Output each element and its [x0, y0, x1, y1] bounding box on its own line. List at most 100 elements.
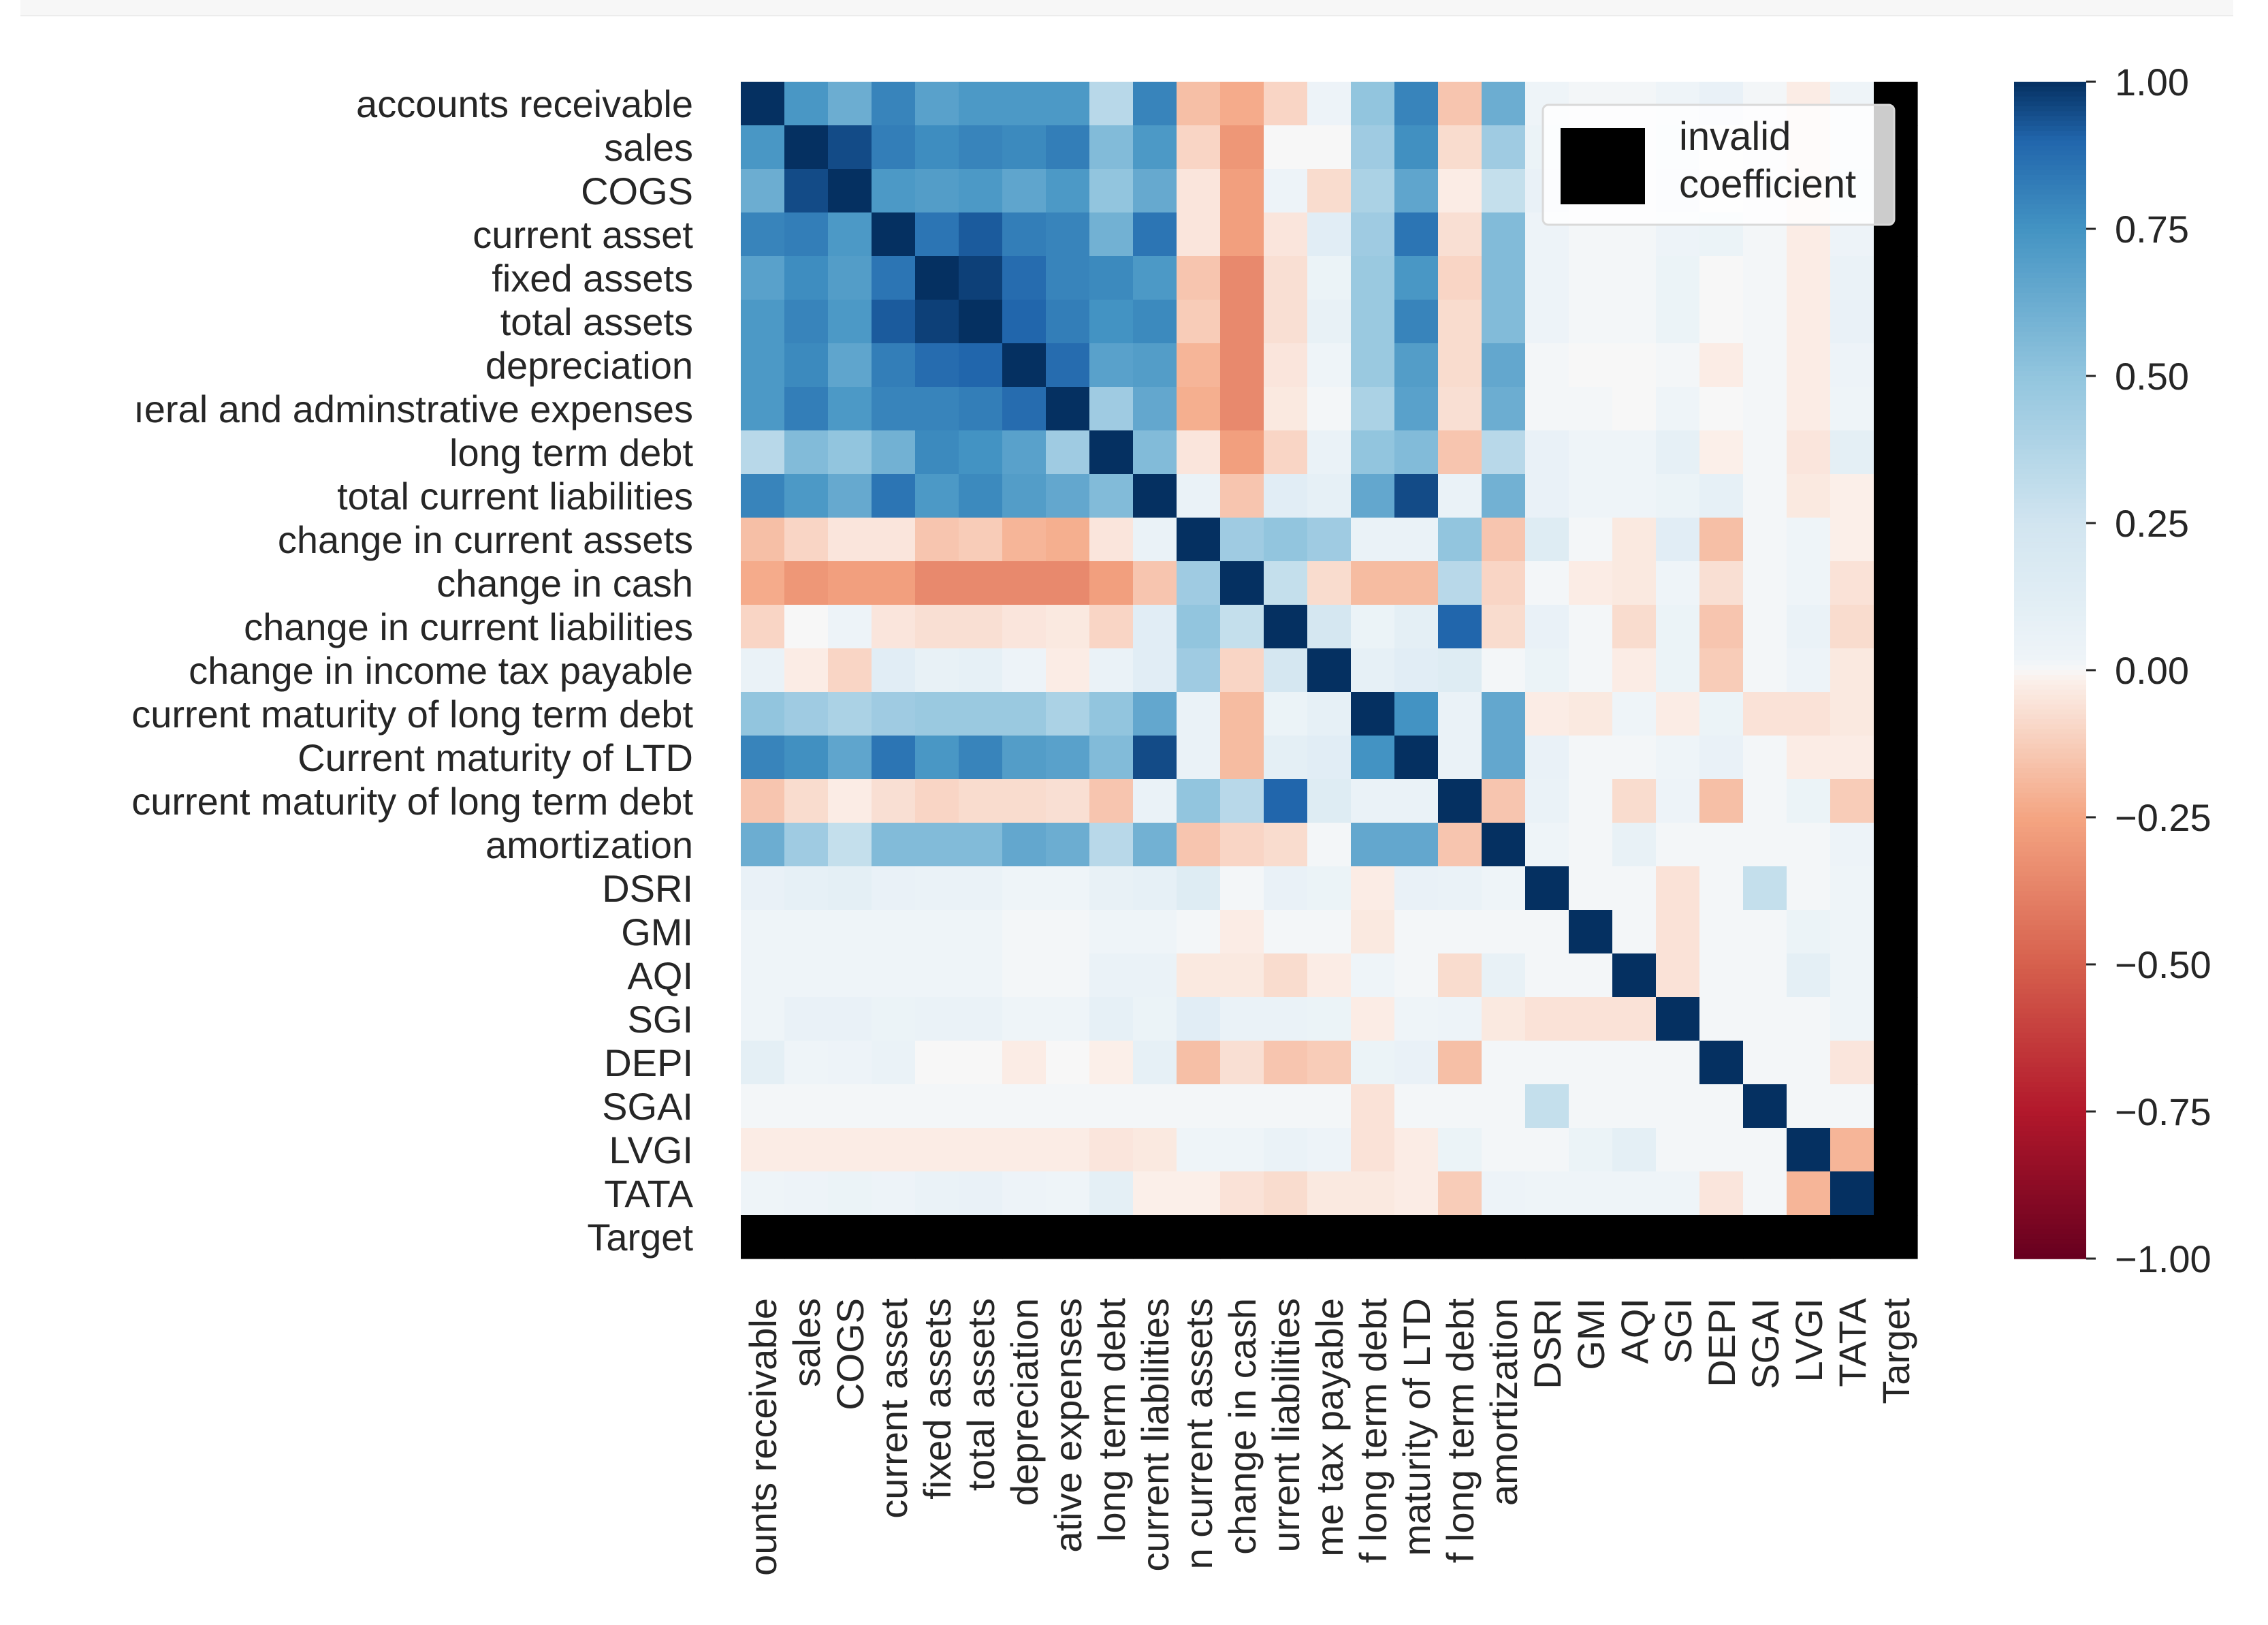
heatmap-cell	[1787, 474, 1831, 518]
colorbar-segment	[2014, 165, 2086, 171]
heatmap-cell	[1307, 779, 1352, 823]
heatmap-cell	[959, 343, 1003, 388]
colorbar-segment	[2014, 704, 2086, 710]
row-tick-label: SGAI	[602, 1085, 693, 1128]
heatmap-cell	[1394, 343, 1439, 388]
colorbar-segment	[2014, 405, 2086, 411]
heatmap-cell	[1699, 736, 1744, 780]
colorbar-segment	[2014, 1161, 2086, 1166]
heatmap-cell	[1830, 300, 1874, 344]
heatmap-cell	[1612, 300, 1657, 344]
colorbar-segment	[2014, 930, 2086, 936]
colorbar-segment	[2014, 665, 2086, 671]
colorbar-segment	[2014, 1121, 2086, 1127]
colorbar-segment	[2014, 591, 2086, 597]
heatmap-cell	[1438, 300, 1482, 344]
heatmap-cell	[872, 823, 916, 867]
colorbar-segment	[2014, 954, 2086, 960]
heatmap-cell	[1046, 343, 1090, 388]
heatmap-cell	[1656, 561, 1700, 605]
heatmap-cell	[1830, 823, 1874, 867]
colorbar-segment	[2014, 272, 2086, 279]
colorbar-segment	[2014, 1013, 2086, 1019]
heatmap-cell	[872, 169, 916, 213]
heatmap-cell	[1307, 300, 1352, 344]
heatmap-cell	[1482, 779, 1526, 823]
heatmap-cell	[1569, 779, 1613, 823]
heatmap-cell	[784, 823, 829, 867]
heatmap-cell	[1743, 256, 1787, 300]
heatmap-cell	[1438, 561, 1482, 605]
heatmap-cell	[1787, 343, 1831, 388]
heatmap-cell	[1830, 1041, 1874, 1085]
heatmap-cell	[1438, 1171, 1482, 1216]
heatmap-cell	[1525, 387, 1569, 431]
heatmap-cell	[1220, 1171, 1264, 1216]
heatmap-cell	[1220, 997, 1264, 1041]
colorbar-segment	[2014, 1214, 2086, 1220]
row-tick-label: current maturity of long term debt	[131, 780, 693, 823]
colorbar-segment	[2014, 787, 2086, 793]
heatmap-cell	[1830, 605, 1874, 649]
heatmap-cell	[828, 736, 872, 780]
heatmap-cell	[1743, 474, 1787, 518]
heatmap-cell	[915, 125, 959, 170]
heatmap-cell	[1612, 736, 1657, 780]
colorbar-segment	[2014, 577, 2086, 583]
heatmap-cell	[1046, 82, 1090, 126]
colorbar-segment	[2014, 1003, 2086, 1009]
col-tick-label: COGS	[829, 1298, 872, 1410]
heatmap-cell	[915, 561, 959, 605]
colorbar-segment	[2014, 763, 2086, 769]
row-tick-label: current asset	[473, 213, 693, 256]
heatmap-cell	[1787, 866, 1831, 911]
heatmap-cell	[1089, 343, 1134, 388]
heatmap-cells	[741, 82, 1918, 1259]
heatmap-cell	[1220, 736, 1264, 780]
heatmap-cell	[915, 779, 959, 823]
heatmap-cell	[1089, 1215, 1134, 1259]
colorbar-segment	[2014, 356, 2086, 362]
heatmap-cell	[1874, 605, 1918, 649]
heatmap-cell	[1002, 343, 1047, 388]
colorbar-segment	[2014, 1111, 2086, 1117]
heatmap-cell	[1046, 561, 1090, 605]
colorbar-segment	[2014, 606, 2086, 612]
row-tick-label: COGS	[581, 170, 693, 212]
heatmap-cell	[1002, 561, 1047, 605]
colorbar-segment	[2014, 1234, 2086, 1240]
heatmap-cell	[872, 1171, 916, 1216]
colorbar-segment	[2014, 430, 2086, 436]
heatmap-cell	[1133, 169, 1177, 213]
heatmap-cell	[1177, 430, 1221, 475]
heatmap-cell	[1307, 692, 1352, 736]
heatmap-cell	[1394, 169, 1439, 213]
heatmap-cell	[1699, 1041, 1744, 1085]
heatmap-cell	[1220, 430, 1264, 475]
heatmap-cell	[959, 300, 1003, 344]
heatmap-cell	[1089, 430, 1134, 475]
col-tick-label: ounts receivable	[741, 1298, 784, 1576]
heatmap-cell	[1133, 256, 1177, 300]
heatmap-cell	[1394, 1041, 1439, 1085]
heatmap-cell	[1351, 648, 1395, 693]
heatmap-cell	[1089, 518, 1134, 562]
heatmap-cell	[1351, 779, 1395, 823]
heatmap-cell	[1264, 910, 1308, 954]
heatmap-cell	[1133, 605, 1177, 649]
heatmap-cell	[915, 866, 959, 911]
heatmap-cell	[1133, 343, 1177, 388]
heatmap-cell	[784, 82, 829, 126]
heatmap-cell	[1438, 823, 1482, 867]
heatmap-cell	[828, 866, 872, 911]
colorbar-segment	[2014, 459, 2086, 465]
heatmap-cell	[1351, 692, 1395, 736]
heatmap-cell	[1307, 82, 1352, 126]
colorbar-segment	[2014, 768, 2086, 774]
heatmap-cell	[1089, 300, 1134, 344]
heatmap-cell	[1699, 692, 1744, 736]
colorbar-segment	[2014, 499, 2086, 504]
heatmap-cell	[1046, 430, 1090, 475]
heatmap-cell	[1351, 82, 1395, 126]
heatmap-cell	[872, 866, 916, 911]
